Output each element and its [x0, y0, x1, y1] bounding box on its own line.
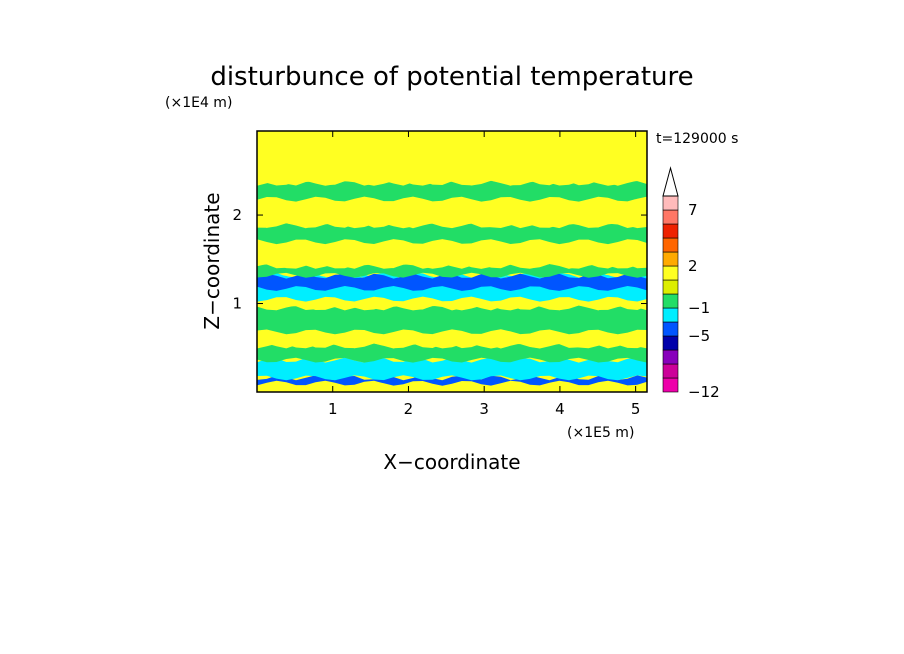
y-axis: 12	[232, 206, 647, 313]
y-unit-label: (×1E4 m)	[165, 95, 232, 111]
colorbar-swatch	[662, 279, 679, 295]
contour-band	[257, 196, 647, 229]
contour-band	[257, 180, 647, 202]
contour-band	[257, 305, 647, 335]
colorbar-swatch	[662, 377, 679, 393]
colorbar-swatch	[662, 209, 679, 225]
y-tick-label: 2	[232, 206, 242, 224]
contour-band	[257, 343, 647, 363]
contour-band	[257, 357, 647, 381]
x-axis: 1 2 3 4 5	[328, 131, 640, 418]
contour-band	[257, 223, 647, 245]
colorbar-swatch	[662, 223, 679, 239]
colorbar-swatch	[662, 335, 679, 351]
colorbar-swatch	[662, 265, 679, 281]
contour-band	[257, 239, 647, 269]
colorbar: 7 2 −1 −5 −12	[662, 166, 720, 401]
colorbar-extend-arrow	[662, 166, 679, 197]
colorbar-swatch	[662, 349, 679, 365]
contour-band	[257, 131, 647, 186]
colorbar-swatch	[662, 237, 679, 253]
x-tick-label: 4	[555, 400, 565, 418]
colorbar-swatch	[662, 195, 679, 211]
x-tick-label: 3	[479, 400, 489, 418]
contour-band	[257, 329, 647, 349]
colorbar-swatch	[662, 251, 679, 267]
colorbar-swatch	[662, 363, 679, 379]
x-unit-label: (×1E5 m)	[567, 425, 634, 441]
y-tick-label: 1	[232, 295, 242, 313]
x-tick-label: 2	[404, 400, 414, 418]
time-label: t=129000 s	[656, 131, 738, 147]
y-axis-title: Z−coordinate	[200, 192, 224, 329]
contour-field	[257, 131, 647, 392]
x-axis-title: X−coordinate	[383, 450, 520, 474]
contour-band	[257, 263, 647, 278]
colorbar-swatch	[662, 307, 679, 323]
colorbar-label: −5	[688, 327, 710, 345]
colorbar-label: 2	[688, 257, 698, 275]
x-tick-label: 1	[328, 400, 338, 418]
plot-frame	[256, 130, 648, 393]
colorbar-label: −12	[688, 383, 720, 401]
chart-title: disturbunce of potential temperature	[210, 62, 693, 92]
contour-band	[257, 273, 647, 291]
contour-band	[257, 375, 647, 386]
colorbar-swatch	[662, 293, 679, 309]
colorbar-label: 7	[688, 201, 698, 219]
colorbar-label: −1	[688, 299, 710, 317]
x-tick-label: 5	[631, 400, 641, 418]
colorbar-swatch	[662, 321, 679, 337]
